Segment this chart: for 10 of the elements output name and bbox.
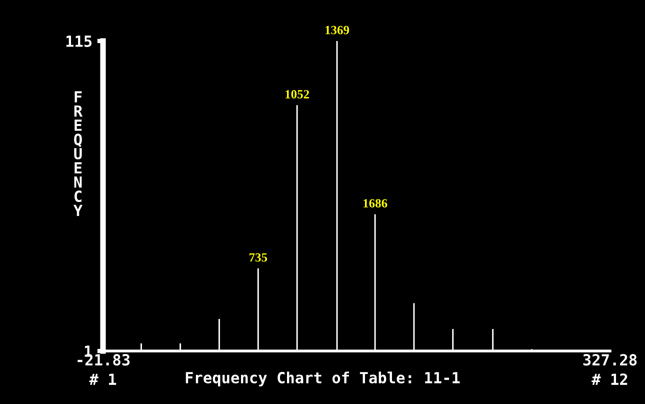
annotation: 735	[249, 253, 268, 262]
annotation: 1686	[364, 199, 388, 208]
x-tick-label: 327.28	[583, 354, 637, 366]
y-tick-label: 115	[66, 36, 92, 48]
annotation: 1052	[286, 90, 310, 98]
text: Frequency Chart of Table: 11-1	[186, 372, 460, 386]
annotation: 1369	[326, 26, 350, 34]
text: # 12	[592, 373, 628, 385]
text: FREQUENCY	[73, 91, 83, 216]
text: # 1	[89, 374, 116, 385]
